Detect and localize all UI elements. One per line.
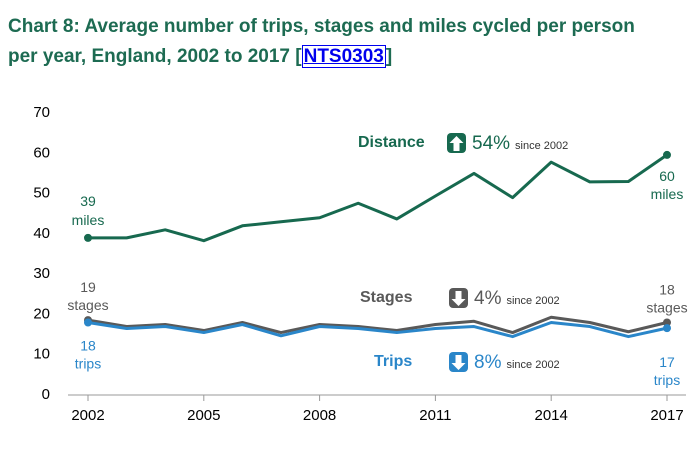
change-arrow [451, 355, 466, 370]
value-label: 18 trips [75, 337, 101, 371]
y-tick-label: 0 [42, 386, 50, 403]
value-label-line: 19 [80, 279, 96, 295]
change-note: since 2002 [506, 295, 559, 307]
value-label: 17 trips [654, 354, 680, 388]
end-point [84, 233, 92, 242]
value-label-line: 60 [659, 168, 675, 184]
value-label-line: miles [72, 212, 105, 228]
bracket: ] [385, 46, 393, 67]
end-point [663, 324, 671, 333]
value-label-line: 17 [659, 354, 675, 370]
x-tick-label: 2014 [535, 407, 568, 424]
y-tick-label: 60 [33, 144, 50, 161]
series-name: Trips [374, 353, 412, 370]
end-point [663, 150, 671, 159]
change-value: 4% [474, 288, 502, 309]
value-label-line: trips [75, 355, 101, 371]
change-value: 8% [474, 352, 502, 373]
value-label-line: stages [67, 297, 108, 313]
series-name: Distance [358, 134, 425, 151]
source-link[interactable]: NTS0303 [301, 45, 386, 68]
value-label-line: stages [646, 299, 687, 315]
value-label: 18 stages [646, 281, 687, 315]
y-tick-label: 30 [33, 265, 50, 282]
end-point [84, 318, 92, 327]
value-label-line: 18 [659, 281, 675, 297]
x-tick-label: 2008 [303, 407, 336, 424]
end-point [663, 318, 671, 327]
chart-title: Chart 8: Average number of trips, stages… [8, 12, 648, 72]
value-label: 60 miles [651, 168, 684, 202]
x-tick-label: 2017 [650, 407, 683, 424]
y-tick-label: 50 [33, 185, 50, 202]
y-tick-label: 10 [33, 346, 50, 363]
x-tick-label: 2011 [419, 407, 451, 424]
value-label-line: trips [654, 372, 680, 388]
change-note: since 2002 [515, 140, 568, 152]
change-value: 54% [472, 133, 510, 154]
change-arrow [449, 136, 464, 151]
x-tick-label: 2005 [187, 407, 220, 424]
value-label: 39 miles [72, 193, 105, 228]
title-text: Chart 8: Average number of trips, stages… [8, 16, 635, 67]
series-line [87, 315, 668, 335]
series-line [87, 320, 668, 339]
bracket: [ [295, 46, 302, 67]
series-name: Stages [360, 289, 413, 306]
y-tick-label: 70 [33, 104, 50, 121]
y-tick-label: 40 [33, 225, 50, 242]
change-note: since 2002 [506, 359, 559, 371]
x-tick-label: 2002 [71, 407, 104, 424]
y-tick-label: 20 [33, 305, 50, 322]
value-label-line: miles [651, 186, 684, 202]
series-line [88, 153, 668, 243]
value-label-line: 39 [80, 193, 96, 209]
value-label-line: 18 [80, 337, 96, 353]
value-label: 19 stages [67, 279, 108, 313]
change-arrow [451, 291, 466, 306]
